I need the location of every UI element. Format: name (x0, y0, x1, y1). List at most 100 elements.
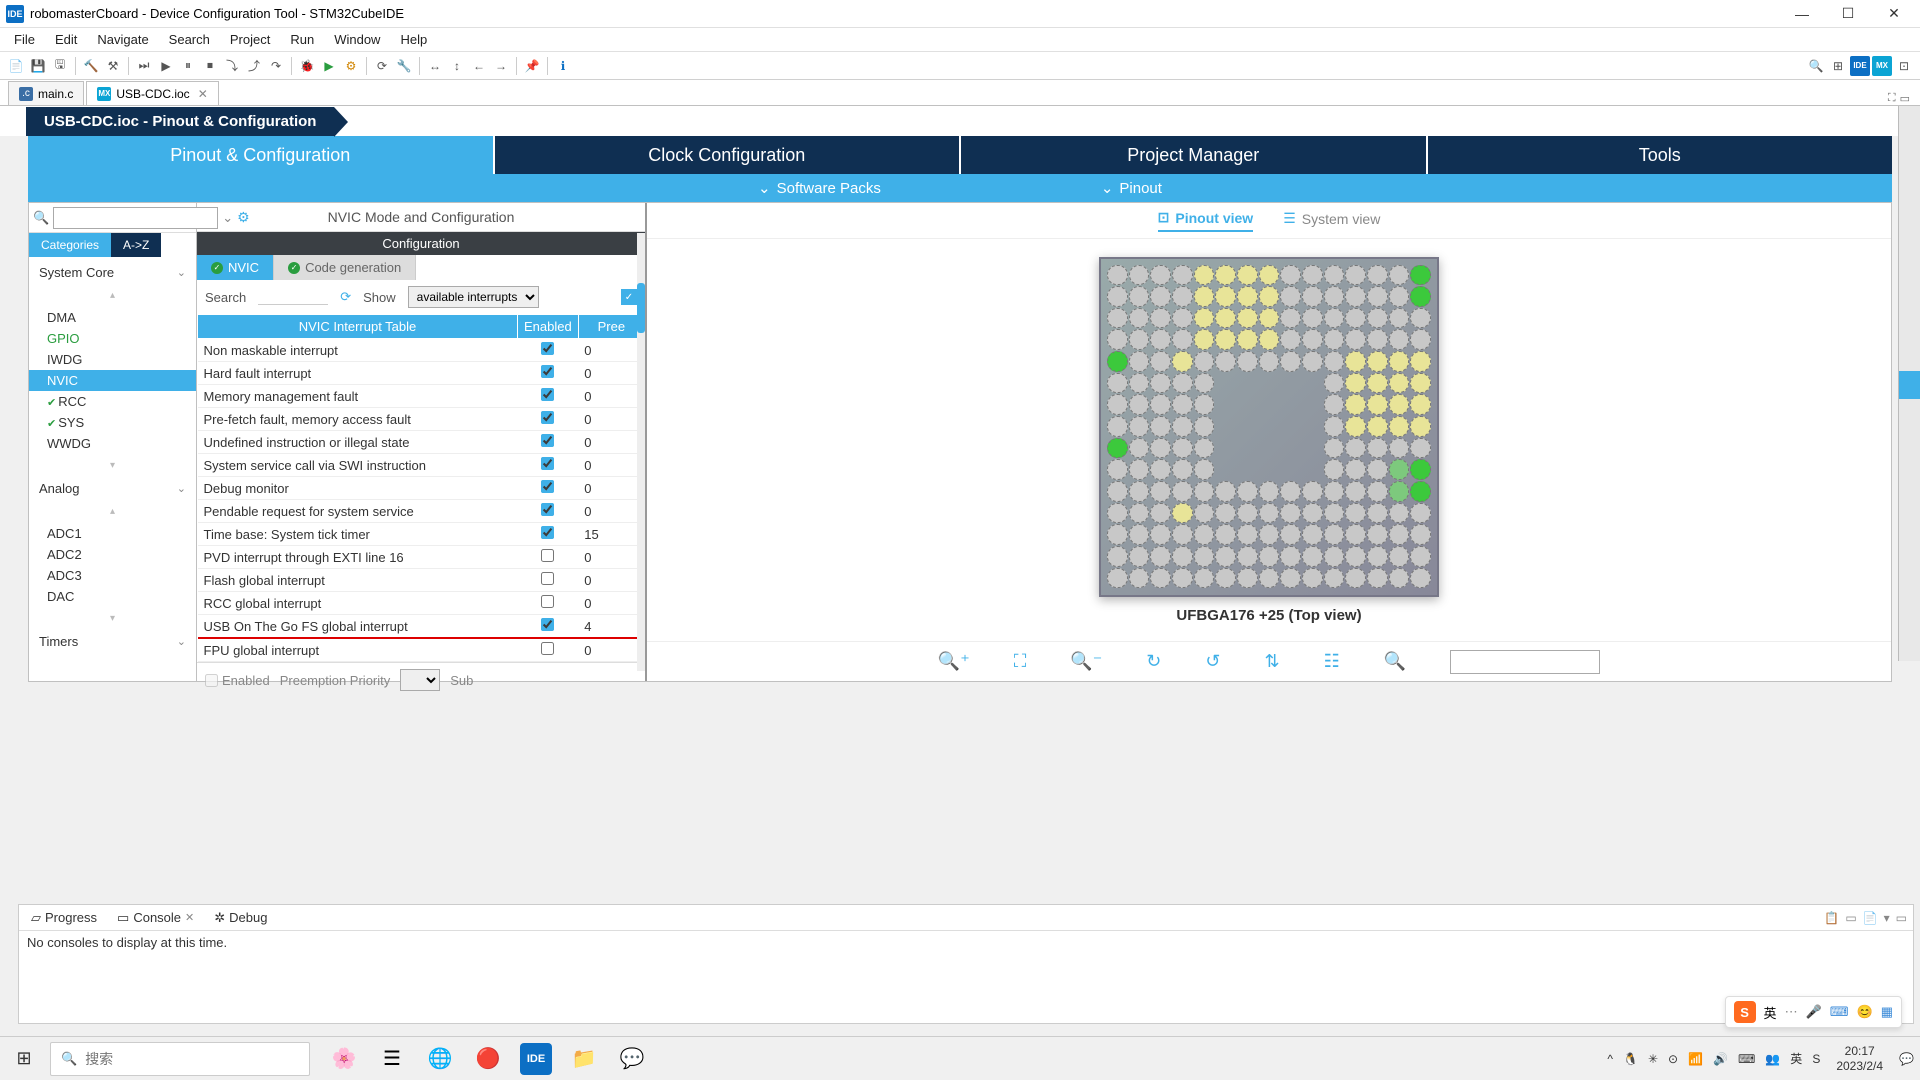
sub-tab-code-generation[interactable]: ✓Code generation (274, 255, 416, 280)
table-row[interactable]: Time base: System tick timer15 (198, 523, 645, 546)
chip-pin[interactable] (1389, 373, 1410, 394)
ime-s-icon[interactable]: S (1734, 1001, 1756, 1023)
chip-pin[interactable] (1107, 546, 1128, 567)
chip-pin[interactable] (1129, 438, 1150, 459)
chip-pin[interactable] (1324, 438, 1345, 459)
chip-pin[interactable] (1129, 351, 1150, 372)
chip-pin[interactable] (1150, 329, 1171, 350)
chip-pin[interactable] (1237, 503, 1258, 524)
cfg-tab-clock-configuration[interactable]: Clock Configuration (495, 136, 962, 174)
chip-pin[interactable] (1389, 459, 1410, 480)
right-side-strip[interactable] (1898, 106, 1920, 661)
nav2-icon[interactable]: ↕ (447, 56, 467, 76)
enabled-checkbox[interactable] (541, 572, 554, 585)
tree-item-gpio[interactable]: GPIO (29, 328, 196, 349)
back-icon[interactable]: ← (469, 56, 489, 76)
restore-icon[interactable]: ⛶ (1888, 92, 1896, 105)
enabled-checkbox[interactable] (541, 434, 554, 447)
gen-icon[interactable]: ⟳ (372, 56, 392, 76)
chip-pin[interactable] (1215, 524, 1236, 545)
section-system-core[interactable]: System Core⌄ (29, 257, 196, 288)
chip-pin[interactable] (1302, 524, 1323, 545)
chip-pin[interactable] (1324, 394, 1345, 415)
tree-item-iwdg[interactable]: IWDG (29, 349, 196, 370)
chip-pin[interactable] (1280, 308, 1301, 329)
chip-pin[interactable] (1367, 265, 1388, 286)
toggle-checkbox[interactable]: ✓ (621, 289, 637, 305)
chip-pin[interactable] (1194, 351, 1215, 372)
chip-pin[interactable] (1345, 394, 1366, 415)
chip-pin[interactable] (1129, 503, 1150, 524)
max-icon[interactable]: ▭ (1900, 92, 1910, 105)
chip-pin[interactable] (1215, 481, 1236, 502)
chip-pin[interactable] (1259, 481, 1280, 502)
tray-icon[interactable]: ^ (1607, 1052, 1613, 1066)
zoom-out-icon[interactable]: 🔍⁻ (1070, 651, 1102, 672)
chip-pin[interactable] (1367, 351, 1388, 372)
chip-pin[interactable] (1194, 524, 1215, 545)
layers-icon[interactable]: ☷ (1324, 651, 1340, 672)
tool2-icon[interactable]: 🔧 (394, 56, 414, 76)
table-row[interactable]: Memory management fault0 (198, 385, 645, 408)
chip-pin[interactable] (1367, 394, 1388, 415)
chip-pin[interactable] (1324, 503, 1345, 524)
enabled-checkbox[interactable] (541, 642, 554, 655)
chip-pin[interactable] (1324, 308, 1345, 329)
chip-pin[interactable] (1367, 568, 1388, 589)
chip-pin[interactable] (1345, 568, 1366, 589)
chip-pin[interactable] (1150, 286, 1171, 307)
chip-pin[interactable] (1107, 438, 1128, 459)
chip-pin[interactable] (1410, 394, 1431, 415)
chip-pin[interactable] (1302, 546, 1323, 567)
chip-pin[interactable] (1237, 286, 1258, 307)
tray-icon[interactable]: S (1812, 1052, 1820, 1066)
tray-icon[interactable]: ✳ (1648, 1052, 1658, 1066)
chip-pin[interactable] (1389, 394, 1410, 415)
pin-search-input[interactable] (1450, 650, 1600, 674)
taskbar-app-4[interactable]: IDE (520, 1043, 552, 1075)
cfg-tab-tools[interactable]: Tools (1428, 136, 1893, 174)
chip-pin[interactable] (1367, 546, 1388, 567)
persp2-icon[interactable]: IDE (1850, 56, 1870, 76)
flip-icon[interactable]: ⇅ (1264, 651, 1279, 672)
maximize-button[interactable]: ☐ (1834, 3, 1862, 25)
rotate-ccw-icon[interactable]: ↺ (1205, 651, 1220, 672)
table-row[interactable]: Debug monitor0 (198, 477, 645, 500)
chip-pin[interactable] (1150, 568, 1171, 589)
chip-pin[interactable] (1107, 568, 1128, 589)
cfg-tab-project-manager[interactable]: Project Manager (961, 136, 1428, 174)
section-timers[interactable]: Timers⌄ (29, 626, 196, 657)
tree-item-rcc[interactable]: ✔RCC (29, 391, 196, 412)
chip-pin[interactable] (1324, 351, 1345, 372)
bottom-tab-debug[interactable]: ✲Debug (208, 908, 273, 928)
menu-help[interactable]: Help (392, 30, 435, 49)
refresh-icon[interactable]: ⟳ (340, 289, 351, 305)
chip-pin[interactable] (1259, 568, 1280, 589)
chip-pin[interactable] (1324, 568, 1345, 589)
play1-icon[interactable]: ▶ (156, 56, 176, 76)
tree-item-dma[interactable]: DMA (29, 307, 196, 328)
chip-pin[interactable] (1259, 329, 1280, 350)
persp3-icon[interactable]: MX (1872, 56, 1892, 76)
chip-pin[interactable] (1107, 481, 1128, 502)
chip-pin[interactable] (1367, 524, 1388, 545)
chip-pin[interactable] (1107, 524, 1128, 545)
chip-pin[interactable] (1150, 481, 1171, 502)
start-button[interactable]: ⊞ (6, 1041, 42, 1077)
chip-pin[interactable] (1389, 351, 1410, 372)
chip-pin[interactable] (1107, 459, 1128, 480)
chip-pin[interactable] (1150, 438, 1171, 459)
chip-pin[interactable] (1345, 459, 1366, 480)
fit-icon[interactable]: ⛶ (1014, 651, 1027, 672)
chip-pin[interactable] (1172, 524, 1193, 545)
fwd-icon[interactable]: → (491, 56, 511, 76)
chip-pin[interactable] (1259, 286, 1280, 307)
editor-tab-0[interactable]: .cmain.c (8, 81, 84, 105)
chip-pin[interactable] (1367, 329, 1388, 350)
menu-file[interactable]: File (6, 30, 43, 49)
chip-pin[interactable] (1259, 546, 1280, 567)
chip-pin[interactable] (1237, 481, 1258, 502)
chip-pin[interactable] (1107, 351, 1128, 372)
table-row[interactable]: RCC global interrupt0 (198, 592, 645, 615)
chip-pin[interactable] (1367, 373, 1388, 394)
